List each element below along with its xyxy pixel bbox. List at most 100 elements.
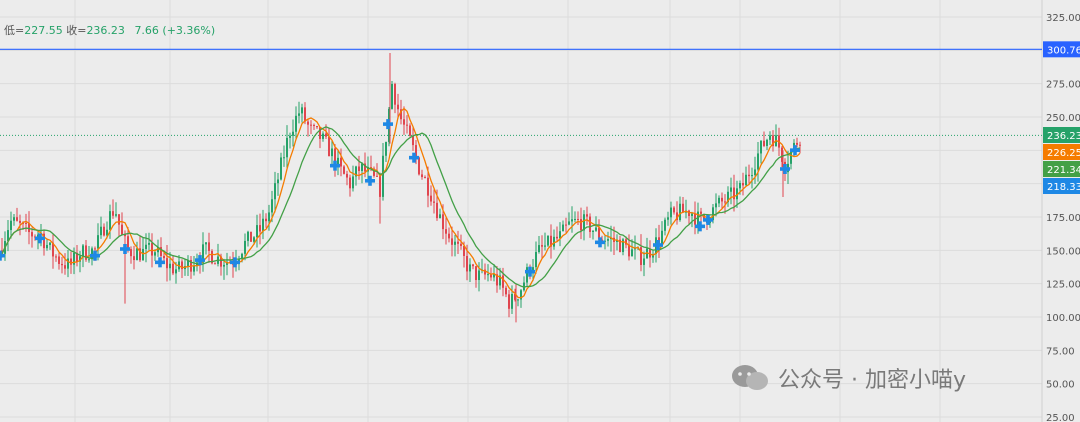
candle-body bbox=[151, 242, 153, 256]
candle-body bbox=[142, 248, 144, 261]
candle-body bbox=[715, 203, 717, 208]
signal-marker bbox=[198, 255, 202, 266]
candle-body bbox=[280, 157, 282, 180]
candle-body bbox=[766, 139, 768, 146]
signal-marker bbox=[783, 164, 787, 174]
candle-body bbox=[295, 115, 297, 132]
ohlc-legend: 低=227.55 收=236.23 7.66 (+3.36%) bbox=[4, 22, 215, 38]
candle-body bbox=[598, 227, 600, 240]
candle-body bbox=[619, 239, 621, 253]
candle-body bbox=[145, 244, 147, 249]
candle-body bbox=[397, 104, 399, 110]
candle-body bbox=[28, 223, 30, 233]
candle-body bbox=[52, 242, 54, 257]
price-tag-label: 218.33 bbox=[1047, 182, 1080, 193]
candle-body bbox=[520, 290, 522, 300]
candle-body bbox=[451, 238, 453, 245]
candle-body bbox=[220, 256, 222, 267]
candle-body bbox=[106, 229, 108, 236]
candle-body bbox=[562, 224, 564, 232]
candle-body bbox=[571, 219, 573, 222]
candle-body bbox=[304, 107, 306, 122]
candle-body bbox=[757, 153, 759, 170]
candle-body bbox=[160, 247, 162, 257]
price-tag bbox=[1043, 178, 1080, 194]
candle-body bbox=[139, 248, 141, 261]
wechat-icon bbox=[732, 365, 768, 390]
signal-marker bbox=[123, 244, 127, 254]
candle-body bbox=[241, 253, 243, 259]
candle-body bbox=[556, 236, 558, 239]
candle-body bbox=[466, 255, 468, 272]
candle-body bbox=[592, 230, 594, 232]
candle-body bbox=[490, 274, 492, 278]
candle-body bbox=[724, 201, 726, 203]
candle-body bbox=[130, 249, 132, 257]
candle-body bbox=[262, 218, 264, 232]
candle-body bbox=[781, 147, 783, 162]
close-value: 236.23 bbox=[86, 24, 125, 37]
candle-body bbox=[49, 242, 51, 245]
candle-body bbox=[586, 214, 588, 217]
candle-body bbox=[664, 219, 666, 231]
candle-body bbox=[349, 177, 351, 189]
candle-body bbox=[661, 230, 663, 245]
watermark: 公众号 · 加密小喵y bbox=[730, 362, 966, 394]
signal-marker bbox=[233, 257, 237, 268]
candle-body bbox=[541, 245, 543, 247]
candle-body bbox=[103, 226, 105, 236]
candle-body bbox=[760, 140, 762, 154]
candle-body bbox=[7, 230, 9, 242]
candle-body bbox=[91, 248, 93, 260]
candle-body bbox=[355, 166, 357, 177]
candle-body bbox=[712, 207, 714, 221]
candle-body bbox=[796, 142, 798, 145]
candle-body bbox=[85, 245, 87, 260]
price-tick-label: 50.00 bbox=[1046, 380, 1075, 391]
candle-body bbox=[22, 222, 24, 224]
signal-marker bbox=[158, 257, 162, 268]
candle-body bbox=[274, 183, 276, 200]
low-label: 低= bbox=[4, 24, 25, 37]
signal-marker bbox=[706, 214, 710, 225]
candle-body bbox=[430, 195, 432, 202]
signal-marker bbox=[38, 233, 42, 244]
candle-body bbox=[448, 233, 450, 239]
candle-body bbox=[496, 274, 498, 286]
price-tag bbox=[1043, 41, 1080, 58]
candle-body bbox=[682, 203, 684, 213]
candle-body bbox=[109, 211, 111, 230]
candle-body bbox=[622, 239, 624, 253]
price-tick-label: 275.00 bbox=[1046, 80, 1080, 91]
candle-body bbox=[616, 239, 618, 242]
candle-body bbox=[403, 119, 405, 125]
candle-body bbox=[127, 236, 129, 250]
price-tag-label: 221.34 bbox=[1047, 165, 1080, 176]
candle-body bbox=[373, 168, 375, 176]
candle-body bbox=[193, 265, 195, 272]
candle-body bbox=[271, 199, 273, 213]
price-tag-label: 300.76 bbox=[1047, 45, 1080, 56]
candle-body bbox=[376, 175, 378, 177]
candle-body bbox=[670, 207, 672, 218]
candle-body bbox=[754, 169, 756, 176]
candle-body bbox=[283, 157, 285, 159]
candle-body bbox=[547, 235, 549, 246]
candle-body bbox=[319, 127, 321, 139]
price-tag-label: 226.25 bbox=[1047, 148, 1080, 159]
candle-body bbox=[400, 109, 402, 120]
candle-body bbox=[298, 113, 300, 116]
price-tag-label: 236.23 bbox=[1047, 131, 1080, 142]
candle-body bbox=[421, 174, 423, 178]
candle-body bbox=[595, 227, 597, 231]
candle-body bbox=[475, 266, 477, 281]
signal-marker bbox=[333, 160, 337, 171]
candle-body bbox=[574, 218, 576, 220]
candle-body bbox=[19, 220, 21, 223]
candle-body bbox=[427, 177, 429, 196]
candle-body bbox=[292, 131, 294, 136]
candle-body bbox=[58, 256, 60, 264]
ma-slow-line bbox=[1, 126, 801, 288]
